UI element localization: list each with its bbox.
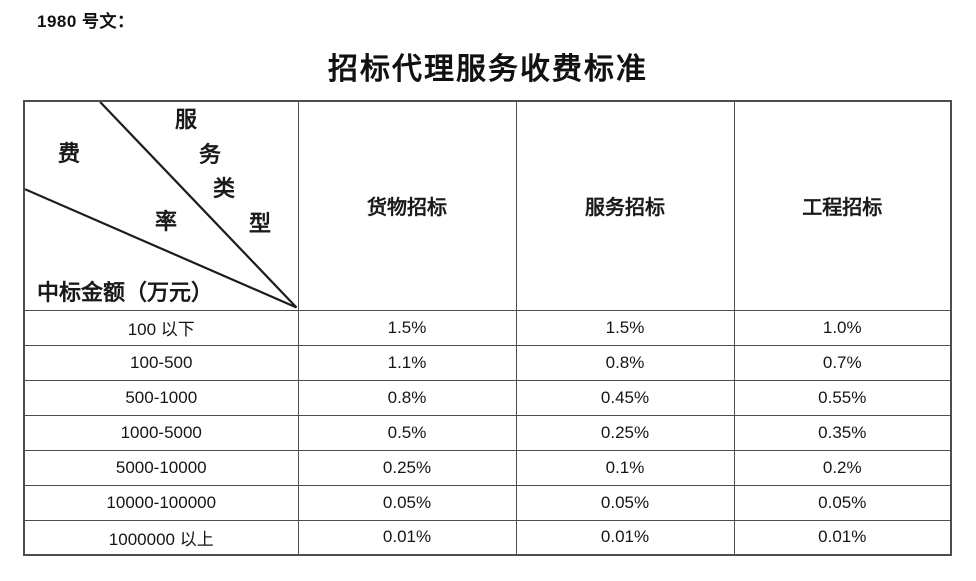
diagonal-corner-cell: 服 务 类 型 费 率 中标金额（万元） bbox=[23, 100, 299, 311]
engineering-rate-cell: 0.55% bbox=[733, 379, 952, 416]
goods-rate-cell: 0.01% bbox=[297, 519, 517, 556]
goods-rate-cell: 0.5% bbox=[297, 414, 517, 451]
engineering-rate-cell: 0.7% bbox=[733, 344, 952, 381]
goods-rate-cell: 0.25% bbox=[297, 449, 517, 486]
amount-range-cell: 100-500 bbox=[23, 344, 299, 381]
services-rate-cell: 0.01% bbox=[515, 519, 735, 556]
amount-range-cell: 100 以下 bbox=[23, 309, 299, 346]
table-row: 5000-10000 0.25% 0.1% 0.2% bbox=[23, 449, 952, 486]
column-header-goods: 货物招标 bbox=[297, 100, 517, 311]
amount-range-cell: 1000-5000 bbox=[23, 414, 299, 451]
table-row: 10000-100000 0.05% 0.05% 0.05% bbox=[23, 484, 952, 521]
amount-range-cell: 5000-10000 bbox=[23, 449, 299, 486]
amount-range-cell: 500-1000 bbox=[23, 379, 299, 416]
engineering-rate-cell: 0.35% bbox=[733, 414, 952, 451]
services-rate-cell: 0.1% bbox=[515, 449, 735, 486]
corner-type-char: 类 bbox=[213, 176, 236, 201]
corner-fee-char: 费 bbox=[58, 141, 81, 166]
goods-rate-cell: 0.8% bbox=[297, 379, 517, 416]
table-header-row: 服 务 类 型 费 率 中标金额（万元） 货物招标 服务招标 工程招标 bbox=[23, 100, 952, 311]
table-row: 100 以下 1.5% 1.5% 1.0% bbox=[23, 309, 952, 346]
corner-type-char: 服 bbox=[175, 107, 198, 132]
table-row: 100-500 1.1% 0.8% 0.7% bbox=[23, 344, 952, 381]
fee-standard-table: 服 务 类 型 费 率 中标金额（万元） 货物招标 服务招标 工程招标 100 … bbox=[23, 100, 952, 556]
amount-range-cell: 1000000 以上 bbox=[23, 519, 299, 556]
corner-type-char: 型 bbox=[249, 211, 272, 236]
goods-rate-cell: 1.1% bbox=[297, 344, 517, 381]
services-rate-cell: 0.05% bbox=[515, 484, 735, 521]
engineering-rate-cell: 0.2% bbox=[733, 449, 952, 486]
column-header-engineering: 工程招标 bbox=[733, 100, 952, 311]
engineering-rate-cell: 0.05% bbox=[733, 484, 952, 521]
table-row: 1000000 以上 0.01% 0.01% 0.01% bbox=[23, 519, 952, 556]
diagonal-split-lines bbox=[25, 102, 297, 309]
goods-rate-cell: 1.5% bbox=[297, 309, 517, 346]
goods-rate-cell: 0.05% bbox=[297, 484, 517, 521]
corner-fee-char: 率 bbox=[155, 209, 178, 234]
table-row: 500-1000 0.8% 0.45% 0.55% bbox=[23, 379, 952, 416]
engineering-rate-cell: 0.01% bbox=[733, 519, 952, 556]
column-header-services: 服务招标 bbox=[515, 100, 735, 311]
services-rate-cell: 0.25% bbox=[515, 414, 735, 451]
services-rate-cell: 0.45% bbox=[515, 379, 735, 416]
services-rate-cell: 1.5% bbox=[515, 309, 735, 346]
corner-type-char: 务 bbox=[199, 142, 222, 167]
engineering-rate-cell: 1.0% bbox=[733, 309, 952, 346]
doc-number-label: 1980 号文： bbox=[37, 12, 135, 31]
table-row: 1000-5000 0.5% 0.25% 0.35% bbox=[23, 414, 952, 451]
services-rate-cell: 0.8% bbox=[515, 344, 735, 381]
corner-amount-label: 中标金额（万元） bbox=[37, 280, 214, 306]
amount-range-cell: 10000-100000 bbox=[23, 484, 299, 521]
page-title: 招标代理服务收费标准 bbox=[328, 53, 648, 86]
